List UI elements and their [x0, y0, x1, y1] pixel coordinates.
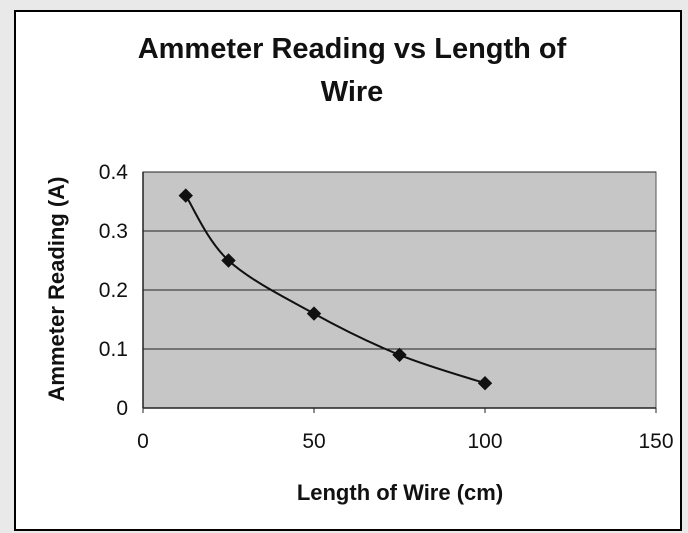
chart-title-line-1: Ammeter Reading vs Length of	[138, 33, 567, 65]
y-axis-title: Ammeter Reading (A)	[44, 177, 69, 402]
axes	[142, 172, 657, 413]
y-tick-label: 0.1	[99, 338, 128, 361]
y-tick-label: 0.2	[99, 279, 128, 302]
data-point-marker	[306, 306, 322, 321]
y-tick-label: 0	[116, 397, 128, 420]
x-axis-title: Length of Wire (cm)	[297, 480, 503, 505]
y-tick-label: 0.3	[99, 220, 128, 243]
x-tick-label: 100	[467, 430, 502, 453]
x-tick-label: 0	[137, 430, 149, 453]
data-point-marker	[392, 347, 407, 363]
x-tick-label: 50	[302, 430, 325, 453]
tick-labels: 0 0.1 0.2 0.3 0.4 0 50 100 150	[99, 161, 674, 453]
series	[178, 188, 493, 391]
y-tick-label: 0.4	[99, 161, 129, 184]
data-point-marker	[178, 188, 193, 203]
data-point-marker	[477, 376, 493, 391]
chart-title-line-2: Wire	[321, 76, 384, 108]
data-point-marker	[221, 253, 236, 268]
x-tick-label: 150	[638, 430, 673, 453]
